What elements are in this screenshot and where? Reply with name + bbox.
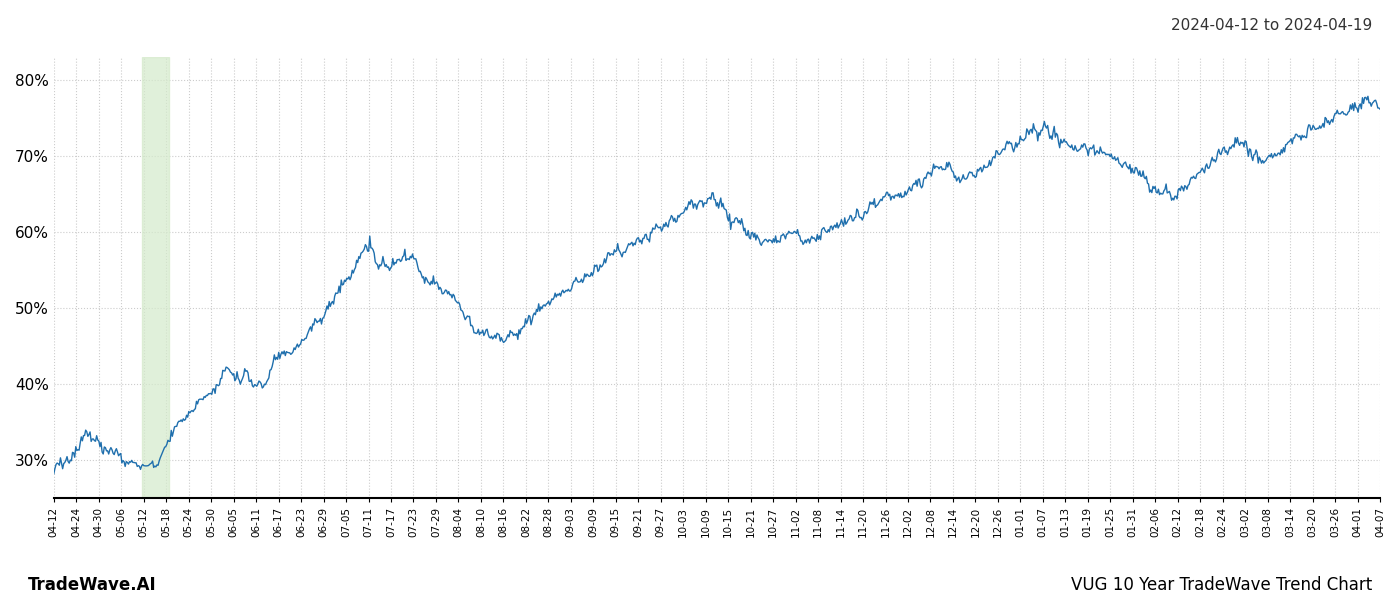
Text: TradeWave.AI: TradeWave.AI (28, 576, 157, 594)
Text: VUG 10 Year TradeWave Trend Chart: VUG 10 Year TradeWave Trend Chart (1071, 576, 1372, 594)
Bar (143, 57, 169, 498)
Text: 2024-04-12 to 2024-04-19: 2024-04-12 to 2024-04-19 (1170, 18, 1372, 33)
